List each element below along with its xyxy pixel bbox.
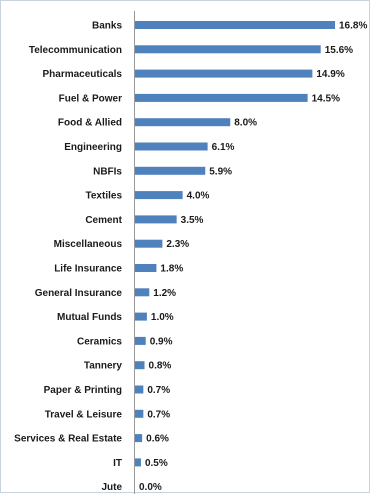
- category-label-5: Engineering: [64, 142, 122, 153]
- value-label-0: 16.8%: [339, 21, 367, 32]
- category-label-8: Cement: [85, 215, 122, 226]
- value-label-1: 15.6%: [325, 45, 353, 56]
- value-label-14: 0.8%: [149, 361, 172, 372]
- value-label-9: 2.3%: [166, 239, 189, 250]
- bar-11: [135, 288, 150, 297]
- value-label-5: 6.1%: [212, 142, 235, 153]
- bar-10: [135, 264, 157, 272]
- category-label-12: Mutual Funds: [57, 312, 122, 323]
- bar-18: [135, 458, 141, 467]
- category-label-13: Ceramics: [77, 336, 122, 347]
- value-label-12: 1.0%: [151, 312, 174, 323]
- bar-13: [135, 336, 146, 345]
- value-label-4: 8.0%: [234, 118, 257, 129]
- bar-17: [135, 434, 143, 443]
- category-label-4: Food & Allied: [58, 118, 122, 129]
- category-label-18: IT: [113, 458, 122, 469]
- category-label-17: Services & Real Estate: [14, 434, 122, 445]
- value-label-16: 0.7%: [147, 409, 170, 420]
- value-label-10: 1.8%: [160, 264, 183, 275]
- value-label-3: 14.5%: [312, 93, 340, 104]
- category-label-7: Textiles: [86, 191, 123, 202]
- category-label-11: General Insurance: [35, 288, 123, 299]
- bar-4: [135, 118, 231, 127]
- category-label-19: Jute: [101, 482, 122, 493]
- value-label-8: 3.5%: [181, 215, 204, 226]
- bar-16: [135, 409, 144, 418]
- bar-3: [135, 93, 308, 102]
- bar-0: [135, 21, 335, 29]
- category-label-10: Life Insurance: [54, 264, 122, 275]
- bar-7: [135, 191, 183, 200]
- category-label-0: Banks: [92, 21, 122, 32]
- category-label-3: Fuel & Power: [59, 93, 122, 104]
- value-label-2: 14.9%: [316, 69, 344, 80]
- value-label-13: 0.9%: [150, 336, 173, 347]
- category-label-6: NBFIs: [93, 166, 122, 177]
- value-label-17: 0.6%: [146, 434, 169, 445]
- bar-1: [135, 45, 321, 54]
- bar-8: [135, 215, 177, 224]
- bar-2: [135, 69, 313, 78]
- bar-14: [135, 361, 145, 370]
- value-label-18: 0.5%: [145, 458, 168, 469]
- bar-9: [135, 239, 163, 248]
- bar-5: [135, 142, 208, 151]
- category-label-14: Tannery: [84, 361, 123, 372]
- value-label-19: 0.0%: [139, 482, 162, 493]
- category-label-2: Pharmaceuticals: [43, 69, 123, 80]
- category-label-1: Telecommunication: [29, 45, 122, 56]
- value-label-15: 0.7%: [147, 385, 170, 396]
- bar-15: [135, 385, 144, 394]
- value-label-11: 1.2%: [153, 288, 176, 299]
- bars-group: [135, 21, 335, 467]
- bar-12: [135, 312, 147, 321]
- value-label-6: 5.9%: [209, 166, 232, 177]
- category-labels-group: Banks Telecommunication Pharmaceuticals Fue…: [14, 21, 123, 494]
- value-labels-group: 16.8% 15.6% 14.9% 14.5% 8.0% 6.1% 5.9% 4.0% 3.5%…: [139, 21, 367, 494]
- category-label-16: Travel & Leisure: [45, 409, 123, 420]
- bar-6: [135, 166, 206, 175]
- value-label-7: 4.0%: [187, 191, 210, 202]
- category-label-15: Paper & Printing: [44, 385, 122, 396]
- category-label-9: Miscellaneous: [54, 239, 123, 250]
